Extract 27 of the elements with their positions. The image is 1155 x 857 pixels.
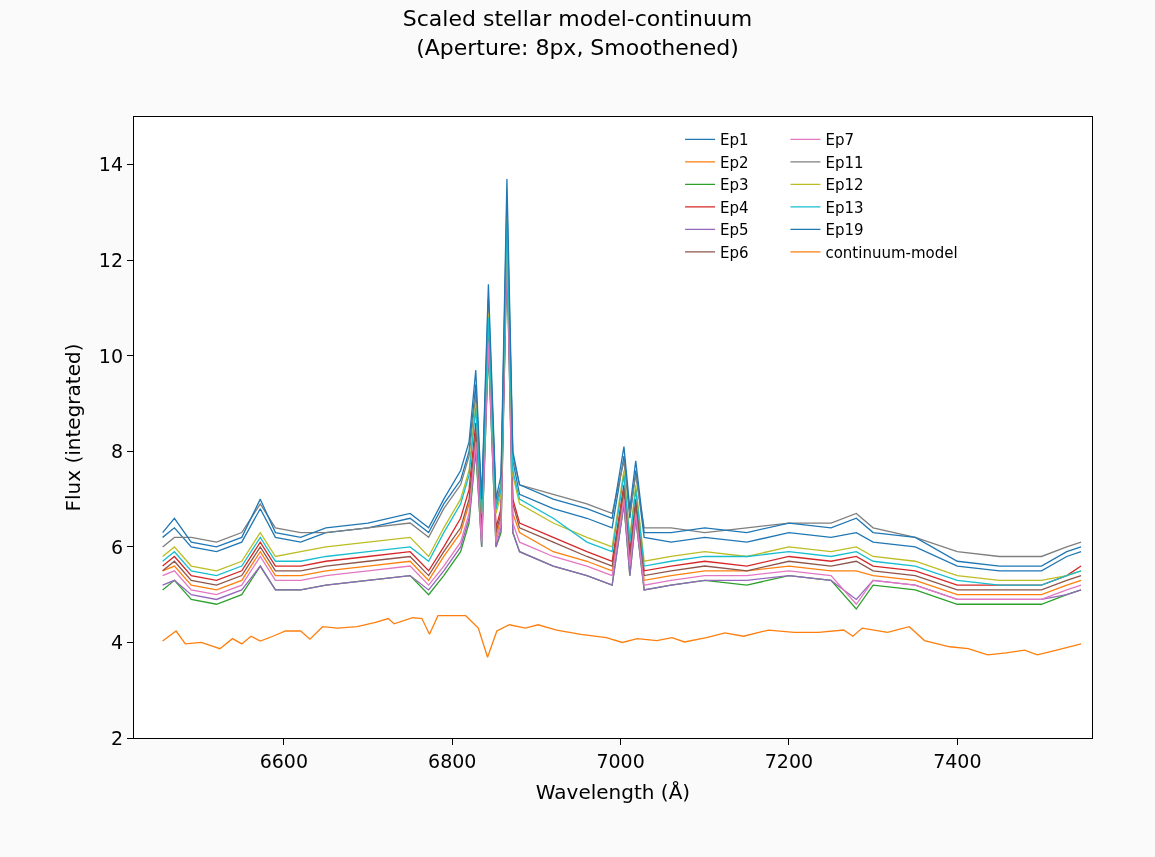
y-tick-label: 6 <box>110 535 124 558</box>
legend-label: Ep11 <box>825 153 864 172</box>
y-axis-title: Flux (integrated) <box>61 343 86 512</box>
y-tick-label: 10 <box>98 344 124 367</box>
y-tick-label: 2 <box>110 726 124 749</box>
x-tick-label: 6800 <box>428 749 477 772</box>
legend-label: Ep3 <box>720 176 749 195</box>
legend-label: Ep2 <box>720 153 749 172</box>
x-tick-label: 6600 <box>259 749 309 772</box>
legend-label: Ep13 <box>825 198 864 217</box>
legend-label: Ep1 <box>720 131 749 150</box>
x-tick-label: 7400 <box>933 749 982 772</box>
y-tick-label: 4 <box>110 631 124 654</box>
y-tick-label: 14 <box>98 153 124 176</box>
x-axis-title: Wavelength (Å) <box>535 780 691 805</box>
x-tick-label: 7000 <box>596 749 645 772</box>
legend-label: Ep6 <box>720 243 749 262</box>
legend-label: Ep4 <box>720 198 749 217</box>
y-tick-label: 8 <box>110 440 124 463</box>
legend-label: Ep5 <box>720 221 749 240</box>
y-tick-label: 12 <box>98 248 124 271</box>
legend-label: Ep19 <box>825 221 864 240</box>
x-tick-label: 7200 <box>764 749 814 772</box>
chart-title: Scaled stellar model-continuum (Aperture: 8px, Smoothened) <box>402 6 753 60</box>
legend-label: Ep12 <box>825 176 864 195</box>
legend-label: Ep7 <box>825 131 854 150</box>
legend-label: continuum-model <box>825 243 958 262</box>
